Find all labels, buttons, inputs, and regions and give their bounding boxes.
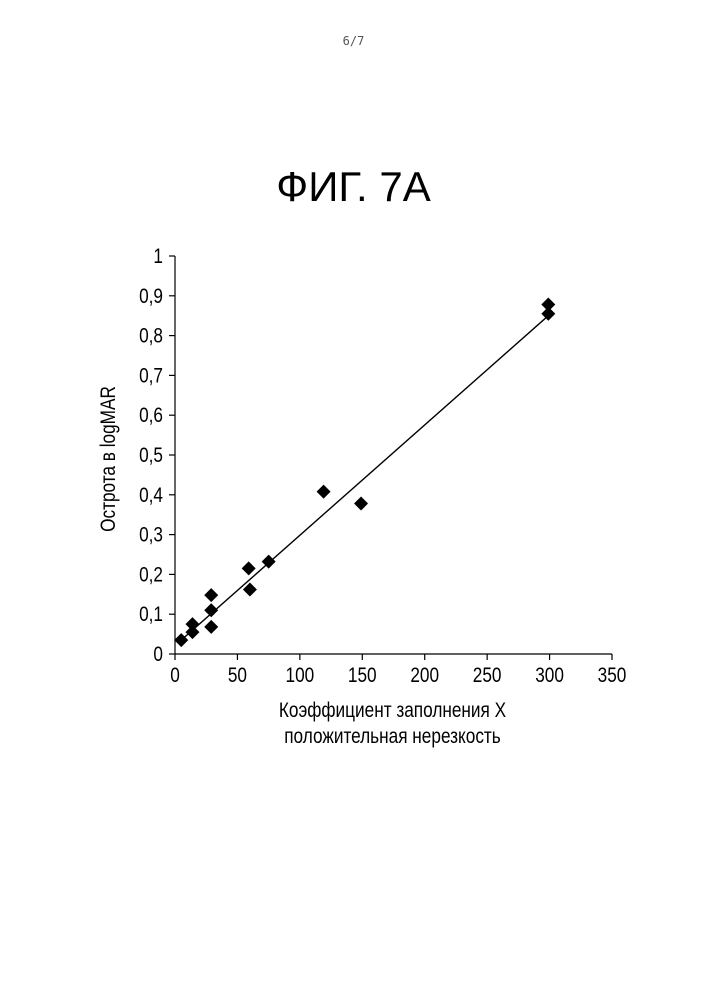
data-point — [541, 307, 555, 321]
y-tick-label: 0,3 — [139, 524, 163, 547]
x-tick-label: 350 — [598, 665, 627, 688]
data-point — [204, 588, 218, 602]
y-tick-label: 0,6 — [139, 405, 163, 428]
data-point — [242, 561, 256, 575]
x-tick-label: 50 — [228, 665, 247, 688]
x-tick-label: 100 — [286, 665, 315, 688]
y-tick-label: 0,7 — [139, 365, 163, 388]
data-point — [204, 620, 218, 634]
x-tick-label: 200 — [410, 665, 439, 688]
data-point — [185, 625, 199, 639]
y-axis-label: Острота в logMAR — [98, 386, 121, 532]
y-tick-label: 0,8 — [139, 325, 163, 348]
x-axis-label: Коэффициент заполнения X — [279, 700, 506, 723]
trendline-group — [181, 316, 548, 640]
y-tick-label: 0,1 — [139, 604, 163, 627]
x-tick-label: 300 — [535, 665, 564, 688]
y-axis-ticks: 0 0,1 0,2 0,3 0,4 0,5 0,6 0,7 0,8 0,9 1 — [139, 246, 175, 667]
data-point — [204, 603, 218, 617]
x-axis-label: положительная нерезкость — [284, 726, 501, 749]
data-points — [174, 298, 555, 648]
y-tick-label: 0,4 — [139, 484, 163, 507]
trendline — [181, 316, 548, 640]
y-tick-label: 0,2 — [139, 564, 163, 587]
x-tick-label: 0 — [170, 665, 180, 688]
x-axis-ticks: 0 50 100 150 200 250 300 350 — [170, 654, 626, 687]
x-tick-label: 150 — [348, 665, 377, 688]
data-point — [317, 485, 331, 499]
y-tick-label: 0,5 — [139, 445, 163, 468]
y-tick-label: 1 — [153, 246, 163, 269]
x-tick-label: 250 — [473, 665, 502, 688]
y-tick-label: 0 — [153, 644, 163, 667]
y-tick-label: 0,9 — [139, 285, 163, 308]
data-point — [354, 497, 368, 511]
